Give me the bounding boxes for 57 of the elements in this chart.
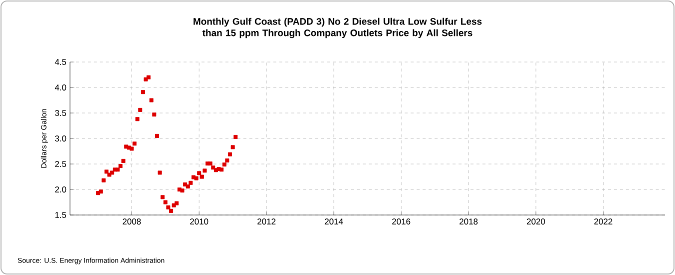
- point: [140, 90, 145, 94]
- point: [118, 164, 123, 168]
- point: [107, 172, 112, 177]
- point: [188, 180, 193, 185]
- y-tick-label: 3.5: [55, 110, 66, 116]
- y-tick-label: 4.0: [54, 84, 66, 90]
- point: [130, 146, 134, 151]
- point: [144, 77, 148, 82]
- point: [169, 208, 174, 213]
- point: [98, 190, 103, 194]
- y-tick-label: 3.0: [55, 136, 66, 142]
- x-tick-label: 2022: [594, 218, 612, 225]
- point: [158, 170, 162, 175]
- point: [211, 166, 216, 170]
- point: [220, 168, 224, 172]
- point: [138, 108, 142, 112]
- point: [124, 144, 128, 149]
- point: [230, 145, 235, 150]
- point: [135, 117, 140, 122]
- point: [225, 158, 230, 162]
- point: [160, 195, 165, 200]
- y-tick-label: 2.5: [55, 161, 66, 167]
- point: [186, 184, 190, 188]
- point: [234, 134, 238, 139]
- x-tick-label: 2010: [190, 218, 208, 225]
- x-tick-label: 2016: [392, 218, 410, 225]
- point: [121, 158, 126, 163]
- point: [180, 188, 184, 193]
- point: [152, 112, 156, 117]
- point: [222, 162, 226, 167]
- x-tick-label: 2018: [460, 218, 478, 225]
- point: [102, 178, 106, 182]
- chart-title: Monthly Gulf Coast (PADD 3) No 2 Diesel Ultra Low Sulfur Less than 15 ppm Through Company Outlets Price by All Sellers: [194, 18, 482, 38]
- point: [228, 152, 232, 156]
- point: [155, 134, 160, 138]
- point: [146, 75, 151, 80]
- point: [110, 170, 114, 175]
- x-tick-label: 2008: [122, 218, 141, 225]
- point: [202, 168, 207, 173]
- point: [132, 142, 137, 146]
- point: [149, 98, 154, 102]
- y-tick-label: 2.0: [55, 186, 66, 192]
- y-tick-label: 1.5: [55, 212, 66, 218]
- point: [174, 201, 179, 206]
- x-tick-label: 2012: [257, 218, 276, 225]
- point: [166, 205, 170, 210]
- x-tick-label: 2020: [526, 218, 545, 225]
- y-tick-label: 4.5: [54, 59, 66, 65]
- point: [197, 171, 202, 176]
- point: [200, 174, 204, 179]
- point: [163, 200, 168, 204]
- point: [104, 170, 108, 174]
- point: [194, 176, 198, 180]
- point: [116, 168, 120, 172]
- point: [172, 203, 176, 208]
- x-tick-label: 2014: [324, 218, 344, 225]
- point: [208, 161, 212, 166]
